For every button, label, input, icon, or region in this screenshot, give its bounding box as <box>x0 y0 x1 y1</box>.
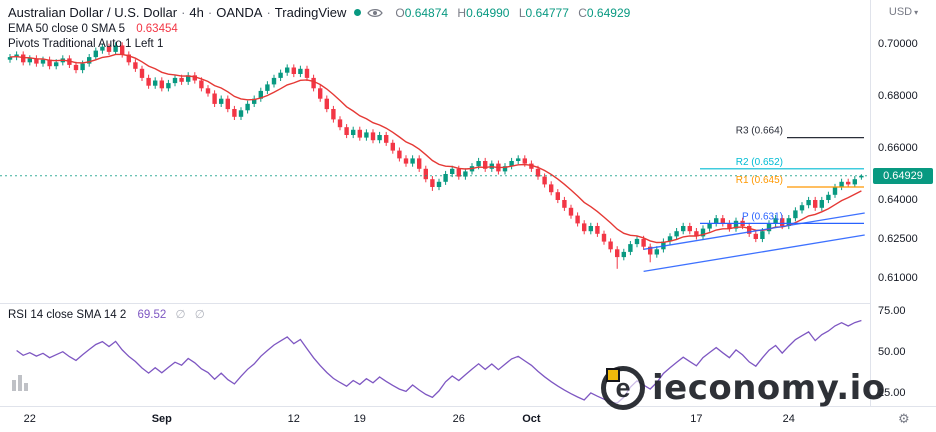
trend-channel-line[interactable] <box>643 234 865 273</box>
pivot-label-p: P (0.631) <box>742 211 783 222</box>
time-axis-label: 12 <box>287 413 300 425</box>
watermark: e ieconomy.io <box>601 366 886 410</box>
symbol-legend-row[interactable]: Australian Dollar / U.S. Dollar · 4h · O… <box>8 5 630 20</box>
high-label: H <box>457 5 467 20</box>
price-scale-currency-button[interactable]: USD ▾ <box>871 6 936 18</box>
open-value: 0.64874 <box>404 5 449 20</box>
high-value: 0.64990 <box>466 5 510 20</box>
exchange-label: OANDA <box>216 5 263 20</box>
pivots-indicator-label: Pivots Traditional Auto 1 Left 1 <box>8 38 164 50</box>
open-label: O <box>395 5 405 20</box>
price-axis-label: 0.66000 <box>878 142 918 154</box>
price-axis-label: 0.68000 <box>878 90 918 103</box>
price-pane[interactable]: R3 (0.664) R2 (0.652) R1 (0.645) P (0.631) <box>0 0 870 303</box>
time-axis[interactable]: ⚙ 22 Sep 12 19 26 Oct 17 24 <box>0 406 936 432</box>
settings-gear-icon[interactable]: ⚙ <box>898 412 910 427</box>
rsi-axis-label: 50.00 <box>878 346 906 358</box>
separator-dot: · <box>207 5 213 20</box>
watermark-marker-icon <box>606 368 620 382</box>
market-open-dot <box>354 9 362 16</box>
tradingview-logo[interactable] <box>12 375 30 396</box>
ema-indicator-row[interactable]: EMA 50 close 0 SMA 5 0.63454 <box>8 23 630 35</box>
ema-indicator-value: 0.63454 <box>136 23 178 35</box>
pivot-label-r2: R2 (0.652) <box>736 157 783 168</box>
separator-dot: · <box>181 5 186 20</box>
chevron-down-icon: ▾ <box>914 8 919 17</box>
pivots-indicator-row[interactable]: Pivots Traditional Auto 1 Left 1 <box>8 38 630 50</box>
rsi-indicator-value: 69.52 <box>137 309 167 321</box>
rsi-line[interactable] <box>16 319 862 404</box>
pivot-label-r3: R3 (0.664) <box>736 126 783 137</box>
legend: Australian Dollar / U.S. Dollar · 4h · O… <box>8 5 630 50</box>
ema-line[interactable] <box>9 53 862 244</box>
pane-separator[interactable] <box>0 303 936 304</box>
price-axis-label: 0.62500 <box>878 232 918 245</box>
low-label: L <box>518 5 526 20</box>
rsi-indicator-label: RSI 14 close SMA 14 2 <box>8 309 127 321</box>
low-value: 0.64777 <box>525 5 569 20</box>
rsi-empty-value: ∅ <box>175 307 186 321</box>
eye-icon[interactable] <box>367 8 384 18</box>
time-axis-label: 26 <box>452 413 465 425</box>
time-axis-label: Oct <box>522 413 541 425</box>
price-axis-label: 0.61000 <box>878 271 918 284</box>
rsi-pane[interactable] <box>0 303 870 406</box>
rsi-indicator-row[interactable]: RSI 14 close SMA 14 2 69.52 ∅ ∅ <box>8 307 205 321</box>
close-label: C <box>578 5 587 20</box>
price-axis-label: 0.64000 <box>878 193 918 206</box>
platform-label: TradingView <box>274 5 347 20</box>
rsi-axis-label: 75.00 <box>878 305 906 317</box>
time-axis-label: 22 <box>23 413 36 425</box>
time-axis-label: 19 <box>353 413 366 425</box>
trend-channel-line[interactable] <box>643 212 865 250</box>
separator-dot: · <box>266 5 271 20</box>
close-value: 0.64929 <box>586 5 631 20</box>
ohlc-values: O0.64874 H0.64990 L0.64777 C0.64929 <box>389 6 630 20</box>
time-axis-label: 17 <box>690 413 703 425</box>
currency-label: USD <box>888 6 913 18</box>
rsi-axis-label: 25.00 <box>878 387 906 399</box>
pivot-label-r1: R1 (0.645) <box>736 175 783 186</box>
price-axis-label: 0.70000 <box>878 38 918 51</box>
current-price-value: 0.64929 <box>883 169 923 182</box>
price-axis[interactable]: USD ▾ 0.64929 0.70000 0.68000 0.66000 0.6400… <box>870 0 936 406</box>
ema-indicator-label: EMA 50 close 0 SMA 5 <box>8 23 125 35</box>
symbol-title[interactable]: Australian Dollar / U.S. Dollar <box>8 5 178 20</box>
current-price-tag: 0.64929 <box>873 167 933 184</box>
time-axis-label: 24 <box>782 413 795 425</box>
watermark-text: ieconomy.io <box>652 368 886 408</box>
rsi-empty-value: ∅ <box>194 307 205 321</box>
time-axis-label: Sep <box>151 413 172 425</box>
interval-label[interactable]: 4h <box>189 5 204 20</box>
